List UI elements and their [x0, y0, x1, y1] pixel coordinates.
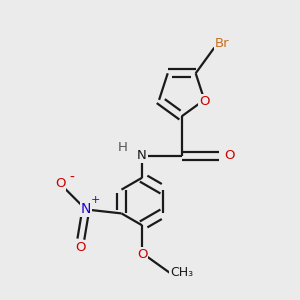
Text: -: -: [70, 171, 74, 185]
Text: O: O: [137, 248, 147, 260]
Text: N: N: [137, 149, 147, 162]
Text: O: O: [55, 177, 65, 190]
Text: O: O: [224, 149, 235, 162]
Text: CH₃: CH₃: [170, 266, 193, 279]
Text: O: O: [199, 95, 210, 108]
Text: Br: Br: [215, 37, 230, 50]
Text: H: H: [117, 140, 127, 154]
Text: N: N: [81, 202, 91, 216]
Text: +: +: [91, 194, 100, 205]
Text: O: O: [76, 241, 86, 254]
